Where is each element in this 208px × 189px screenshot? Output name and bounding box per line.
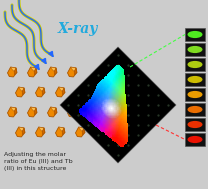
Polygon shape: [7, 67, 17, 77]
Polygon shape: [16, 87, 25, 97]
Polygon shape: [71, 107, 76, 112]
Polygon shape: [51, 67, 56, 72]
Polygon shape: [39, 87, 44, 91]
Ellipse shape: [187, 46, 203, 53]
Polygon shape: [56, 87, 65, 97]
Polygon shape: [14, 108, 17, 115]
Ellipse shape: [187, 31, 203, 38]
Polygon shape: [22, 88, 25, 95]
Bar: [185, 118, 205, 131]
Polygon shape: [74, 108, 77, 115]
Polygon shape: [71, 67, 76, 72]
Ellipse shape: [187, 136, 203, 143]
Polygon shape: [36, 127, 45, 137]
Polygon shape: [54, 68, 57, 75]
Polygon shape: [76, 127, 85, 137]
Ellipse shape: [187, 121, 203, 128]
Polygon shape: [68, 107, 77, 117]
Polygon shape: [27, 107, 37, 117]
Polygon shape: [60, 47, 176, 163]
Polygon shape: [42, 128, 45, 135]
Polygon shape: [34, 68, 37, 75]
Polygon shape: [42, 88, 45, 95]
Ellipse shape: [187, 91, 203, 98]
Polygon shape: [54, 108, 57, 115]
Bar: [185, 43, 205, 56]
Polygon shape: [56, 127, 65, 137]
Polygon shape: [47, 107, 57, 117]
Polygon shape: [59, 127, 64, 132]
Bar: [185, 103, 205, 116]
Polygon shape: [36, 87, 45, 97]
Polygon shape: [14, 68, 17, 75]
Polygon shape: [31, 67, 36, 72]
Polygon shape: [76, 87, 85, 97]
Polygon shape: [79, 87, 84, 91]
Text: Adjusting the molar
ratio of Eu (III) and Tb
(III) in this structure: Adjusting the molar ratio of Eu (III) an…: [4, 152, 73, 171]
Text: X-ray: X-ray: [58, 22, 98, 36]
Bar: [185, 28, 205, 41]
Polygon shape: [39, 127, 44, 132]
Polygon shape: [19, 127, 24, 132]
Polygon shape: [82, 128, 85, 135]
Polygon shape: [82, 88, 85, 95]
Polygon shape: [16, 127, 25, 137]
Bar: [185, 73, 205, 86]
Polygon shape: [34, 108, 37, 115]
Polygon shape: [59, 87, 64, 91]
Polygon shape: [19, 87, 24, 91]
Ellipse shape: [187, 76, 203, 83]
Ellipse shape: [187, 106, 203, 113]
Polygon shape: [47, 67, 57, 77]
Polygon shape: [68, 67, 77, 77]
Polygon shape: [7, 107, 17, 117]
Polygon shape: [62, 128, 65, 135]
Polygon shape: [22, 128, 25, 135]
Bar: [185, 133, 205, 146]
Bar: [185, 58, 205, 71]
Polygon shape: [62, 88, 65, 95]
Bar: [185, 88, 205, 101]
Ellipse shape: [187, 61, 203, 68]
Polygon shape: [74, 68, 77, 75]
Polygon shape: [31, 107, 36, 112]
Polygon shape: [27, 67, 37, 77]
Polygon shape: [11, 107, 16, 112]
Polygon shape: [51, 107, 56, 112]
Polygon shape: [79, 127, 84, 132]
Polygon shape: [11, 67, 16, 72]
